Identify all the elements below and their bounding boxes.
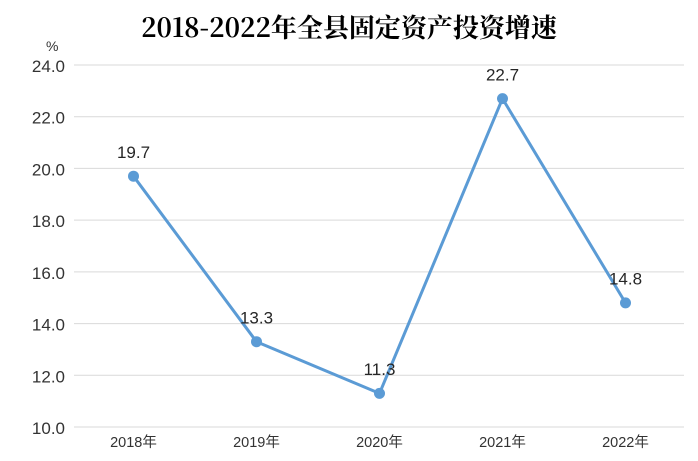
svg-text:18.0: 18.0 <box>32 212 65 231</box>
svg-text:11.3: 11.3 <box>364 360 396 379</box>
svg-text:2022年: 2022年 <box>602 434 649 451</box>
svg-text:14.8: 14.8 <box>609 270 642 289</box>
svg-text:24.0: 24.0 <box>32 57 65 76</box>
svg-text:2019年: 2019年 <box>233 434 280 451</box>
svg-text:19.7: 19.7 <box>117 143 150 162</box>
svg-text:2021年: 2021年 <box>479 434 526 451</box>
svg-text:22.7: 22.7 <box>486 66 519 85</box>
svg-text:10.0: 10.0 <box>32 419 65 438</box>
svg-text:16.0: 16.0 <box>32 264 65 283</box>
svg-text:13.3: 13.3 <box>240 309 273 328</box>
svg-text:12.0: 12.0 <box>32 367 65 386</box>
svg-text:2018年: 2018年 <box>110 434 157 451</box>
svg-text:22.0: 22.0 <box>32 109 65 128</box>
svg-text:20.0: 20.0 <box>32 160 65 179</box>
svg-text:2020年: 2020年 <box>356 434 403 451</box>
svg-text:14.0: 14.0 <box>32 316 65 335</box>
